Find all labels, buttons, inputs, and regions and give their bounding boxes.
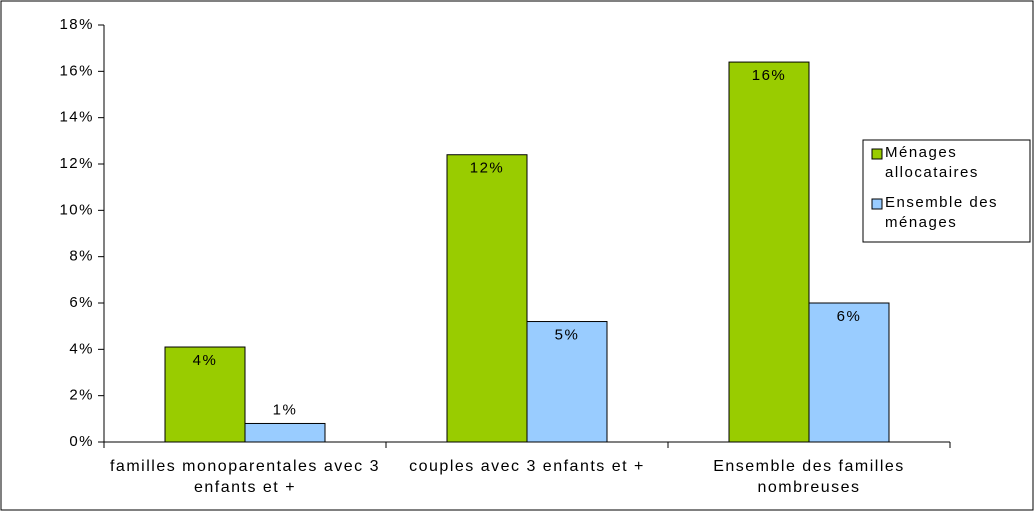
value-label: 5% xyxy=(555,327,580,344)
bar xyxy=(244,422,326,443)
x-tick-label: familles monoparentales avec 3 enfants e… xyxy=(109,458,380,496)
y-tick-label: 4% xyxy=(69,340,94,357)
x-tick-label: couples avec 3 enfants et + xyxy=(409,458,645,475)
value-label: 4% xyxy=(193,352,218,369)
legend-swatch xyxy=(871,148,883,160)
y-tick-label: 18% xyxy=(59,16,94,33)
bar xyxy=(808,302,890,443)
bar xyxy=(164,346,246,443)
legend-label: Ensemble des ménages xyxy=(885,194,999,231)
value-label: 16% xyxy=(752,67,787,84)
value-label: 6% xyxy=(837,308,862,325)
legend-swatch xyxy=(871,198,883,210)
y-tick-label: 10% xyxy=(59,201,94,218)
y-tick-label: 6% xyxy=(69,294,94,311)
legend-box xyxy=(862,139,1031,243)
y-tick-label: 8% xyxy=(69,248,94,265)
y-tick-label: 12% xyxy=(59,155,94,172)
y-tick-label: 14% xyxy=(59,109,94,126)
y-tick-label: 16% xyxy=(59,62,94,79)
bar xyxy=(526,321,608,443)
bar xyxy=(446,154,528,443)
x-tick-label: Ensemble des familles nombreuses xyxy=(713,458,905,496)
value-label: 12% xyxy=(470,160,505,177)
y-tick-label: 2% xyxy=(69,387,94,404)
bar xyxy=(728,61,810,443)
legend-label: Ménages allocataires xyxy=(885,144,979,181)
value-label: 1% xyxy=(273,401,298,418)
y-tick-label: 0% xyxy=(69,433,94,450)
